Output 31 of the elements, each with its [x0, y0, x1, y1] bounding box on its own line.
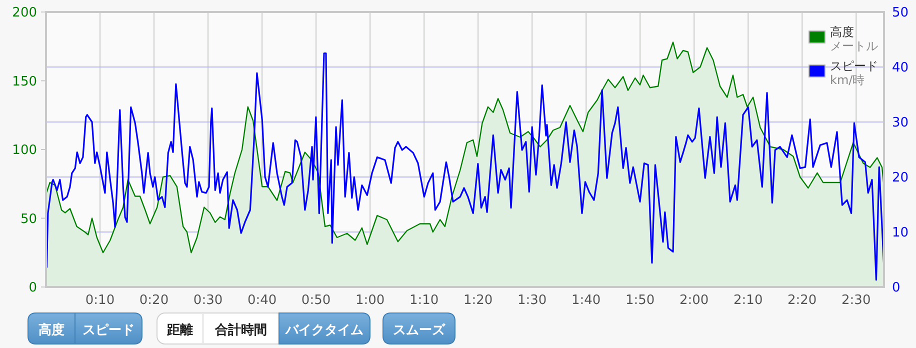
x-tick-label: 1:50 — [625, 293, 655, 308]
y2-tick-label: 30 — [892, 116, 909, 130]
legend-label: 高度 — [830, 25, 854, 39]
y-tick-label: 50 — [20, 212, 37, 227]
x-tick-label: 0:20 — [139, 293, 169, 308]
y-tick-label: 200 — [12, 6, 37, 20]
annotation: km/時 — [830, 73, 865, 87]
x-tick-label: 2:00 — [680, 293, 709, 308]
x-tick-label: 0:50 — [301, 293, 331, 308]
x-tick-label: 1:40 — [571, 293, 601, 308]
x-tick-label: 0:40 — [247, 293, 277, 308]
y2-tick-label: 20 — [892, 170, 909, 186]
x-tick-label: 1:20 — [463, 293, 493, 308]
x-tick-label: 0:30 — [193, 293, 223, 308]
y2-tick-label: 40 — [892, 60, 909, 76]
legend-label: スピード — [830, 59, 878, 73]
y-tick-label: 0 — [28, 280, 37, 296]
y2-tick-label: 50 — [892, 6, 909, 20]
x-tick-label: 1:10 — [409, 293, 439, 308]
x-tick-label: 2:10 — [734, 293, 763, 308]
x-tick-label: 1:30 — [517, 293, 547, 308]
y2-tick-label: 0 — [892, 280, 900, 296]
y-tick-label: 150 — [12, 74, 37, 90]
x-tick-label: 2:30 — [842, 293, 871, 308]
x-tick-label: 0:10 — [85, 293, 115, 308]
y2-tick-label: 10 — [892, 226, 909, 240]
x-tick-label: 1:00 — [355, 293, 385, 308]
x-tick-label: 2:20 — [788, 293, 817, 308]
annotation: メートル — [830, 39, 878, 53]
buttons: 高度 スピード 距離 合計時間 バイクタイム スムーズ — [28, 312, 456, 344]
y-tick-label: 100 — [12, 143, 37, 158]
